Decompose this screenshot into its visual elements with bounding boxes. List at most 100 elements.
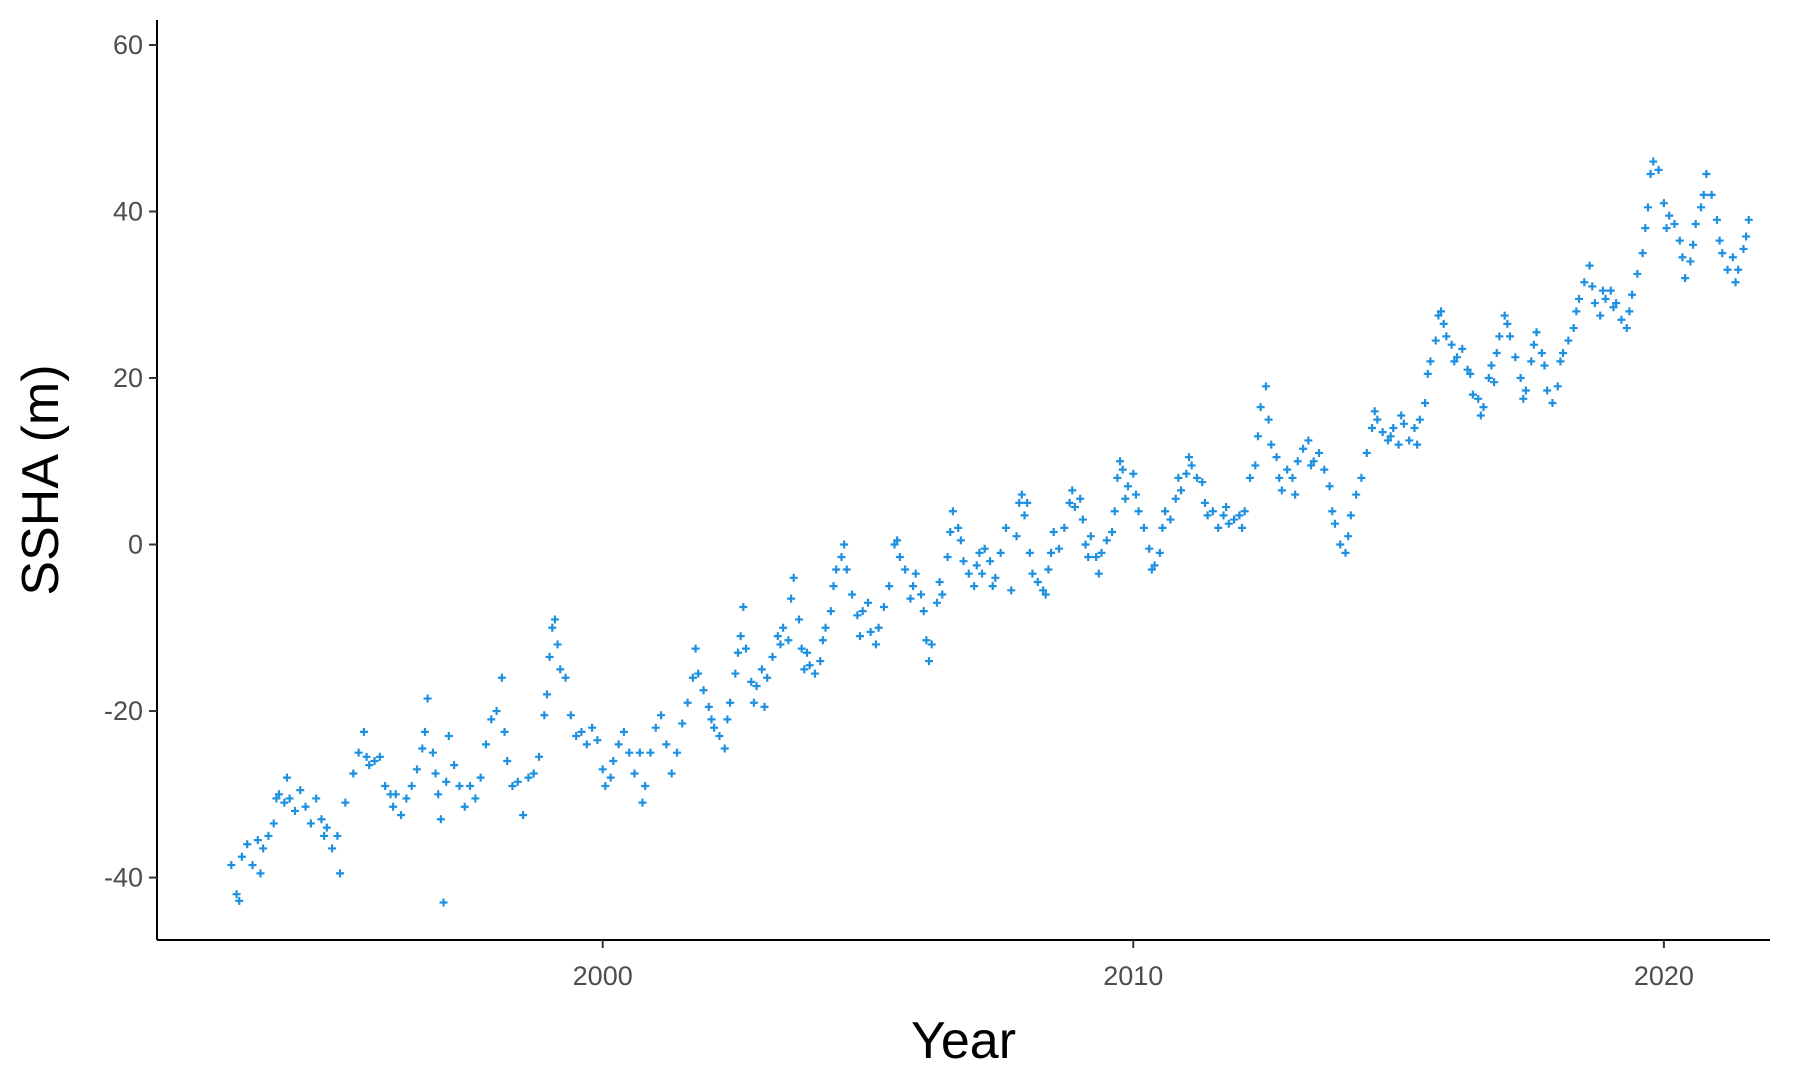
- data-point: [333, 831, 342, 840]
- data-point: [1219, 511, 1228, 520]
- data-point: [1399, 419, 1408, 428]
- data-point: [1697, 203, 1706, 212]
- data-point: [227, 861, 236, 870]
- data-point: [1033, 577, 1042, 586]
- data-point: [1230, 515, 1239, 524]
- data-point: [1431, 336, 1440, 345]
- data-point: [1246, 473, 1255, 482]
- data-point: [1070, 503, 1079, 512]
- data-point: [1208, 507, 1217, 516]
- data-point: [312, 794, 321, 803]
- data-point: [885, 582, 894, 591]
- data-point: [1341, 548, 1350, 557]
- data-point: [863, 598, 872, 607]
- y-tick-label: 20: [113, 363, 143, 393]
- data-point: [1161, 507, 1170, 516]
- data-point: [948, 507, 957, 516]
- data-point: [691, 644, 700, 653]
- data-point: [1118, 465, 1127, 474]
- data-point: [733, 648, 742, 657]
- data-point: [529, 769, 538, 778]
- data-point: [763, 673, 772, 682]
- data-point: [317, 815, 326, 824]
- data-point: [1543, 386, 1552, 395]
- data-point: [1139, 523, 1148, 532]
- data-point: [1264, 415, 1273, 424]
- data-point: [1272, 453, 1281, 462]
- data-point: [1378, 428, 1387, 437]
- data-point: [606, 773, 615, 782]
- data-point: [1222, 503, 1231, 512]
- data-point: [879, 602, 888, 611]
- data-point: [1659, 199, 1668, 208]
- data-point: [1025, 548, 1034, 557]
- data-point: [614, 740, 623, 749]
- data-point: [1275, 473, 1284, 482]
- data-point: [641, 781, 650, 790]
- data-point: [1108, 528, 1117, 537]
- data-point: [1389, 423, 1398, 432]
- data-point: [1728, 253, 1737, 262]
- data-point: [1315, 448, 1323, 457]
- data-point: [1588, 282, 1597, 291]
- data-point: [1330, 519, 1339, 528]
- data-point: [359, 727, 368, 736]
- data-point: [1352, 490, 1361, 499]
- data-point: [816, 657, 825, 666]
- data-point: [917, 590, 926, 599]
- data-point: [1564, 336, 1573, 345]
- data-point: [1397, 411, 1406, 420]
- data-point: [651, 723, 660, 732]
- data-point: [1256, 403, 1265, 412]
- data-point: [436, 815, 445, 824]
- data-point: [1742, 232, 1751, 241]
- data-point: [1699, 190, 1708, 199]
- data-point: [1251, 461, 1260, 470]
- data-point: [760, 702, 769, 711]
- data-point: [741, 644, 750, 653]
- data-point: [1447, 340, 1456, 349]
- data-point: [1580, 278, 1589, 287]
- data-point: [1192, 473, 1201, 482]
- data-point: [1466, 369, 1475, 378]
- data-point: [542, 690, 551, 699]
- data-point: [638, 798, 647, 807]
- data-point: [895, 553, 904, 562]
- data-point: [1601, 294, 1610, 303]
- data-point: [1529, 340, 1538, 349]
- data-point: [1113, 473, 1122, 482]
- data-point: [481, 740, 490, 749]
- data-point: [1500, 311, 1509, 320]
- data-point: [784, 636, 793, 645]
- data-point: [980, 544, 989, 553]
- data-point: [919, 607, 928, 616]
- data-point: [829, 582, 838, 591]
- data-point: [272, 794, 281, 803]
- data-point: [1097, 548, 1106, 557]
- data-point: [1060, 523, 1069, 532]
- data-point: [572, 732, 581, 741]
- data-point: [1386, 432, 1395, 441]
- data-point: [1556, 357, 1565, 366]
- data-point: [1277, 486, 1286, 495]
- data-point: [1442, 332, 1451, 341]
- data-point: [988, 582, 997, 591]
- y-tick-label: -40: [104, 863, 143, 893]
- data-point: [497, 673, 506, 682]
- data-point: [1187, 461, 1196, 470]
- data-point: [736, 632, 745, 641]
- data-point: [389, 802, 398, 811]
- data-point: [1012, 532, 1021, 541]
- data-point: [800, 665, 809, 674]
- data-point: [1540, 361, 1549, 370]
- data-point: [519, 811, 528, 820]
- data-point: [1344, 532, 1353, 541]
- data-point: [678, 719, 687, 728]
- data-point: [492, 707, 501, 716]
- data-point: [513, 777, 522, 786]
- data-point: [1559, 349, 1568, 358]
- data-point: [545, 652, 554, 661]
- data-point: [1001, 523, 1010, 532]
- data-point: [1177, 486, 1186, 495]
- data-point: [938, 590, 947, 599]
